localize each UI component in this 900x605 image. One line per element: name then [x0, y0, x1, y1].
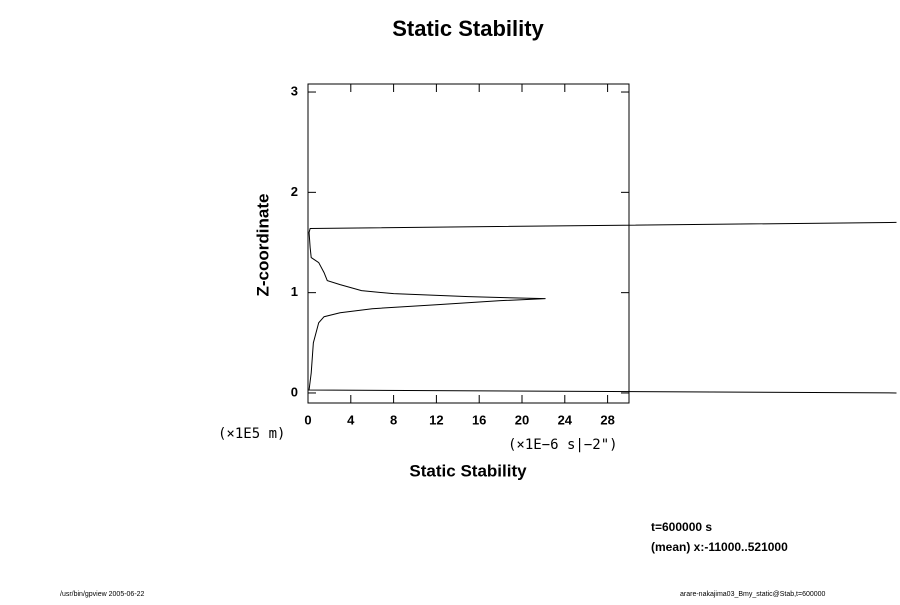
y-unit: (×1E5 m)	[218, 426, 285, 442]
x-tick-label: 12	[429, 412, 443, 427]
plot-frame	[307, 83, 630, 404]
x-unit: (×1E−6 s|−2")	[508, 437, 618, 453]
y-tick-label: 0	[291, 384, 298, 399]
y-tick-label: 2	[291, 184, 298, 199]
x-tick-label: 16	[472, 412, 486, 427]
y-axis-label: Z-coordinate	[253, 194, 272, 297]
x-tick-label: 28	[600, 412, 614, 427]
annotation: (mean) x:-11000..521000	[651, 540, 788, 554]
x-tick-label: 24	[558, 412, 573, 427]
x-tick-label: 4	[347, 412, 355, 427]
x-axis-label: Static Stability	[409, 461, 527, 480]
x-tick-label: 0	[304, 412, 311, 427]
y-tick-label: 3	[291, 83, 298, 98]
line	[308, 221, 897, 394]
annotation: t=600000 s	[651, 520, 712, 534]
footer: arare-nakajima03_Bmy_static@Stab,t=60000…	[680, 591, 826, 598]
x-tick-label: 8	[390, 412, 397, 427]
footer: /usr/bin/gpview 2005-06-22	[60, 591, 145, 598]
chart-title: Static Stability	[392, 16, 544, 41]
x-tick-label: 20	[515, 412, 529, 427]
y-tick-label: 1	[291, 284, 298, 299]
